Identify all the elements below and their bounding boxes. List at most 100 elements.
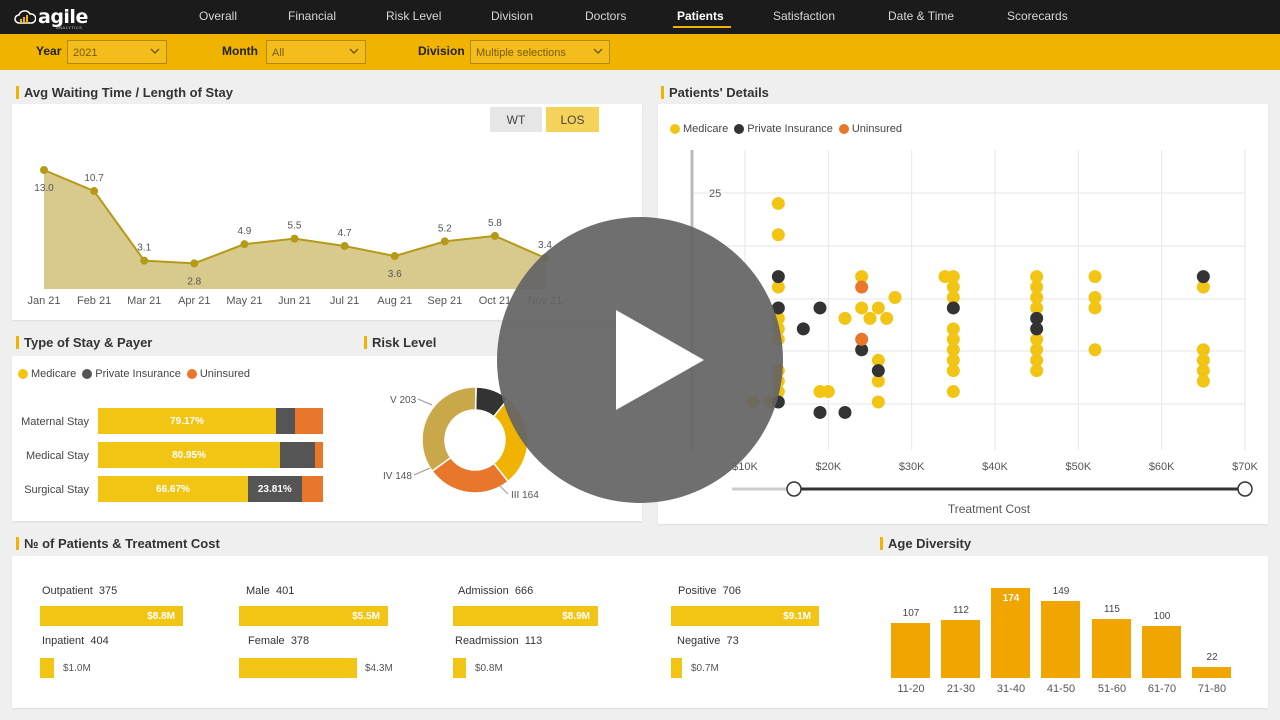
awt-point[interactable] <box>40 166 48 174</box>
scatter-point[interactable] <box>946 280 960 294</box>
awt-point[interactable] <box>290 234 299 243</box>
scatter-point[interactable] <box>1196 374 1210 388</box>
scatter-point[interactable] <box>771 196 785 210</box>
nav-item-doctors[interactable]: Doctors <box>585 9 627 23</box>
scatter-point[interactable] <box>871 353 885 367</box>
nav-item-financial[interactable]: Financial <box>288 9 337 23</box>
scatter-point[interactable] <box>1196 280 1210 294</box>
scatter-point[interactable] <box>1196 353 1210 367</box>
scatter-point[interactable] <box>888 291 902 304</box>
stay-bar-medicare[interactable]: 66.67% <box>98 476 248 502</box>
scatter-point[interactable] <box>1030 353 1044 367</box>
age-bar[interactable] <box>1142 626 1181 678</box>
age-bar[interactable] <box>1041 600 1080 678</box>
scatter-point[interactable] <box>863 311 877 325</box>
age-bar[interactable] <box>1192 666 1231 678</box>
stay-bar-private[interactable] <box>276 408 295 434</box>
scatter-point[interactable] <box>946 270 960 284</box>
kpi-bar-2[interactable] <box>40 658 54 678</box>
scatter-point[interactable] <box>855 332 869 346</box>
range-slider-max-handle[interactable] <box>1237 481 1253 497</box>
scatter-point[interactable] <box>1030 291 1044 304</box>
stay-bar-uninsured[interactable] <box>301 476 323 502</box>
scatter-point[interactable] <box>813 405 827 419</box>
scatter-point[interactable] <box>1088 270 1102 284</box>
scatter-point[interactable] <box>838 405 852 419</box>
scatter-point[interactable] <box>1196 364 1210 378</box>
year-select[interactable]: 2021 <box>67 40 167 64</box>
kpi-bar-1[interactable] <box>40 606 183 626</box>
nav-item-patients[interactable]: Patients <box>677 9 724 23</box>
age-bar[interactable] <box>891 622 930 678</box>
scatter-point[interactable] <box>946 343 960 357</box>
scatter-point[interactable] <box>855 301 869 315</box>
scatter-point[interactable] <box>871 374 885 388</box>
risk-slice[interactable] <box>421 386 477 473</box>
kpi-bar-2[interactable] <box>671 658 682 678</box>
stay-bar-medicare[interactable]: 80.95% <box>98 442 281 468</box>
awt-point[interactable] <box>190 259 199 268</box>
stay-bar-uninsured[interactable] <box>315 442 323 468</box>
scatter-point[interactable] <box>946 301 960 315</box>
scatter-point[interactable] <box>796 322 810 336</box>
awt-point[interactable] <box>90 187 99 196</box>
scatter-point[interactable] <box>946 353 960 367</box>
scatter-point[interactable] <box>838 311 852 325</box>
scatter-point[interactable] <box>1196 270 1210 284</box>
stay-bar-uninsured[interactable] <box>294 408 323 434</box>
scatter-point[interactable] <box>1030 301 1044 315</box>
nav-item-division[interactable]: Division <box>491 9 534 23</box>
division-select[interactable]: Multiple selections <box>470 40 610 64</box>
stay-bar-private[interactable] <box>280 442 315 468</box>
scatter-point[interactable] <box>1088 291 1102 304</box>
scatter-point[interactable] <box>946 332 960 346</box>
scatter-point[interactable] <box>1030 322 1044 336</box>
awt-point[interactable] <box>440 237 449 246</box>
scatter-point[interactable] <box>1030 311 1044 325</box>
scatter-point[interactable] <box>855 343 869 357</box>
scatter-point[interactable] <box>1030 343 1044 357</box>
nav-item-date-time[interactable]: Date & Time <box>888 9 955 23</box>
agile-analytics-logo[interactable]: agile ANALYTICS <box>14 5 88 30</box>
awt-point[interactable] <box>390 252 399 261</box>
scatter-point[interactable] <box>771 228 785 242</box>
scatter-point[interactable] <box>871 395 885 409</box>
nav-item-risk-level[interactable]: Risk Level <box>386 9 442 23</box>
video-play-button[interactable] <box>497 217 783 503</box>
scatter-point[interactable] <box>1030 280 1044 294</box>
scatter-point[interactable] <box>855 270 869 284</box>
wt-button[interactable]: WT <box>490 107 542 132</box>
kpi-bar-2[interactable] <box>453 658 466 678</box>
scatter-point[interactable] <box>855 280 869 294</box>
awt-point[interactable] <box>140 256 149 265</box>
awt-point[interactable] <box>490 231 499 240</box>
kpi-bar-1[interactable] <box>453 606 598 626</box>
scatter-point[interactable] <box>871 301 885 315</box>
scatter-point[interactable] <box>1030 364 1044 378</box>
scatter-point[interactable] <box>771 270 785 284</box>
awt-point[interactable] <box>240 240 249 249</box>
range-slider-min-handle[interactable] <box>786 481 802 497</box>
scatter-point[interactable] <box>946 385 960 399</box>
awt-point[interactable] <box>340 241 349 250</box>
scatter-point[interactable] <box>771 280 785 294</box>
scatter-point[interactable] <box>1196 343 1210 357</box>
scatter-point[interactable] <box>1030 270 1044 284</box>
age-bar[interactable] <box>1092 618 1131 678</box>
scatter-point[interactable] <box>821 385 835 399</box>
kpi-bar-1[interactable] <box>239 606 388 626</box>
scatter-point[interactable] <box>871 364 885 378</box>
scatter-point[interactable] <box>880 311 894 325</box>
nav-item-scorecards[interactable]: Scorecards <box>1007 9 1068 23</box>
scatter-point[interactable] <box>1088 343 1102 357</box>
month-select[interactable]: All <box>266 40 366 64</box>
scatter-point[interactable] <box>1030 332 1044 346</box>
kpi-bar-1[interactable] <box>671 606 819 626</box>
scatter-point[interactable] <box>946 364 960 378</box>
nav-item-overall[interactable]: Overall <box>199 9 238 23</box>
scatter-point[interactable] <box>946 322 960 336</box>
stay-bar-medicare[interactable]: 79.17% <box>98 408 277 434</box>
scatter-point[interactable] <box>771 301 785 315</box>
age-bar[interactable] <box>991 588 1030 678</box>
los-button[interactable]: LOS <box>546 107 599 132</box>
